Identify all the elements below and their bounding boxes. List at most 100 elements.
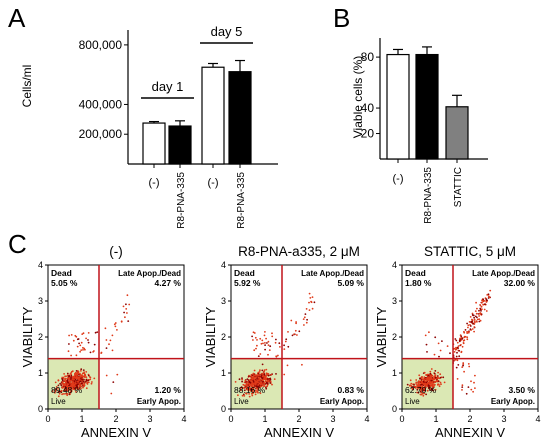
scatter-point: [261, 377, 263, 380]
scatter-point: [64, 378, 66, 381]
scatter-point: [68, 393, 71, 396]
plot-title: (-): [109, 244, 123, 259]
scatter-point: [57, 388, 59, 390]
scatter-point: [74, 372, 76, 375]
scatter-point: [427, 379, 429, 381]
scatter-point: [249, 390, 252, 392]
quadrant-late-label: Late Apop./Dead: [118, 269, 181, 278]
scatter-point: [424, 334, 427, 337]
scatter-point: [457, 345, 460, 347]
scatter-point: [54, 381, 57, 384]
scatter-point: [268, 349, 271, 351]
quadrant-live-label: Live: [51, 397, 66, 406]
scatter-point: [264, 342, 266, 344]
scatter-point: [460, 335, 463, 338]
scatter-point: [74, 382, 77, 385]
scatter-point: [113, 323, 116, 326]
scatter-point: [266, 372, 269, 375]
scatter-point: [259, 337, 262, 340]
scatter-point: [259, 373, 261, 376]
scatter-point: [80, 370, 82, 372]
scatter-point: [294, 329, 297, 332]
scatter-point: [259, 385, 262, 388]
scatter-point: [462, 339, 465, 342]
scatter-point: [261, 339, 264, 342]
scatter-point: [85, 376, 88, 378]
y-tick-label: 4: [38, 260, 43, 270]
scatter-point: [78, 342, 80, 345]
scatter-point: [57, 384, 60, 387]
quadrant-dead-label: Dead: [51, 268, 72, 278]
scatter-point: [421, 376, 424, 378]
scatter-point: [70, 370, 73, 373]
scatter-point: [82, 386, 84, 389]
scatter-point: [82, 369, 85, 371]
scatter-point: [271, 383, 273, 386]
scatter-point: [410, 384, 412, 387]
scatter-point: [283, 348, 286, 350]
flow-plot: 00 1 1 2 2 3 3 4 4 ANNEXIN V VIABILITY STATTIC, 5 μ…: [374, 244, 541, 440]
scatter-point: [54, 388, 57, 390]
scatter-point: [424, 389, 426, 392]
quadrant-early-pct: 1.20 %: [155, 385, 182, 395]
flow-plot: 00 1 1 2 2 3 3 4 4 ANNEXIN V VIABILITY R8-PNA-a335,…: [203, 244, 370, 440]
scatter-point: [79, 344, 82, 347]
scatter-point: [415, 383, 417, 385]
scatter-point: [69, 387, 71, 390]
scatter-point: [455, 366, 458, 369]
scatter-point: [257, 371, 260, 374]
scatter-point: [456, 359, 459, 362]
scatter-point: [434, 388, 437, 391]
scatter-point: [481, 301, 483, 304]
scatter-point: [416, 388, 419, 391]
scatter-point: [255, 376, 258, 378]
scatter-point: [467, 363, 470, 365]
scatter-point: [251, 335, 254, 338]
quadrant-late-label: Late Apop./Dead: [472, 269, 535, 278]
scatter-point: [264, 344, 266, 346]
scatter-point: [453, 351, 456, 353]
scatter-point: [253, 376, 256, 379]
panel-a-bar: [201, 66, 225, 165]
scatter-point: [440, 383, 442, 386]
scatter-point: [256, 389, 258, 392]
scatter-point: [248, 385, 251, 388]
scatter-point: [295, 322, 297, 325]
panel-b-bar-chart: Viable cells (%) 80 40 20 (-) R8-PNA-335 STAT…: [351, 38, 488, 224]
scatter-point: [252, 339, 254, 341]
scatter-point: [429, 374, 432, 377]
scatter-point: [467, 326, 469, 329]
scatter-point: [257, 355, 260, 357]
scatter-point: [79, 385, 82, 388]
y-tick-label: 4: [221, 260, 226, 270]
scatter-point: [417, 391, 420, 394]
scatter-point: [89, 351, 92, 354]
y-tick-label: 0: [38, 404, 43, 414]
scatter-point: [471, 312, 474, 315]
scatter-point: [471, 314, 474, 316]
scatter-point: [54, 391, 56, 394]
scatter-point: [466, 336, 469, 339]
scatter-point: [264, 331, 266, 333]
scatter-point: [437, 371, 439, 374]
scatter-point: [415, 379, 418, 381]
scatter-point: [478, 320, 481, 323]
scatter-point: [114, 325, 117, 328]
scatter-point: [259, 376, 261, 379]
scatter-point: [127, 320, 130, 322]
scatter-point: [439, 376, 442, 379]
scatter-point: [75, 354, 78, 357]
scatter-point: [64, 382, 67, 384]
scatter-point: [67, 377, 69, 380]
scatter-point: [473, 326, 476, 328]
scatter-point: [438, 383, 440, 386]
scatter-point: [465, 392, 468, 395]
scatter-point: [62, 384, 65, 387]
scatter-point: [428, 331, 430, 334]
scatter-point: [55, 386, 58, 388]
scatter-point: [467, 386, 470, 388]
scatter-point: [120, 320, 123, 323]
scatter-point: [248, 384, 251, 387]
scatter-point: [430, 377, 433, 380]
scatter-point: [262, 374, 265, 377]
